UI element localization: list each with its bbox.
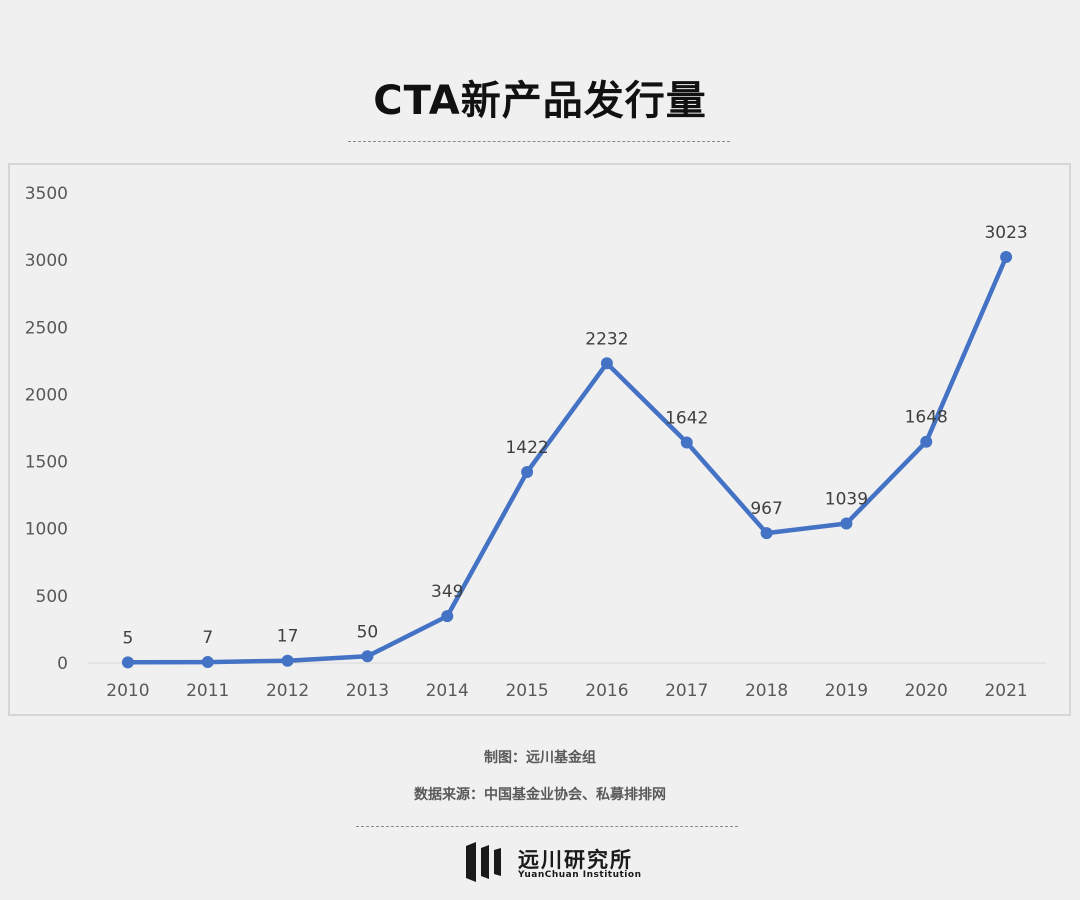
data-point [201,656,214,669]
data-label: 349 [431,582,463,602]
data-point [521,466,534,479]
data-point [760,527,773,540]
data-label: 1039 [825,489,868,509]
y-tick-label: 0 [57,654,68,674]
chart-frame: 0 500 1000 1500 2000 2500 3000 3500 2010 2011 2012… [8,163,1071,716]
y-tick-label: 3500 [25,184,68,204]
x-tick-label: 2019 [825,681,868,701]
y-tick-label: 1500 [25,453,68,473]
data-point [121,656,134,669]
y-tick-label: 2000 [25,385,68,405]
data-label: 2232 [585,329,628,349]
data-point [600,357,613,370]
footer-divider [356,826,738,827]
series-line [125,254,1009,665]
data-source-credit: 数据来源：中国基金业协会、私募排排网 [414,787,666,803]
y-tick-label: 3000 [25,251,68,271]
x-tick-label: 2012 [266,681,309,701]
brand-name-cn: 远川研究所 [518,848,633,872]
data-label: 1422 [505,438,548,458]
data-point [281,654,294,667]
brand-name-en: YuanChuan Institution [518,870,642,880]
data-point [441,610,454,623]
chart-title: CTA新产品发行量 [373,78,707,124]
x-tick-label: 2017 [665,681,708,701]
x-tick-label: 2018 [745,681,788,701]
data-label: 7 [202,628,213,648]
data-point [920,435,933,448]
data-label: 5 [123,628,134,648]
data-label: 1642 [665,409,708,429]
x-tick-label: 2015 [505,681,548,701]
data-label: 1648 [905,408,948,428]
x-tick-label: 2016 [585,681,628,701]
x-tick-label: 2021 [984,681,1027,701]
x-tick-label: 2014 [426,681,469,701]
yuanchuan-logo-icon [466,842,501,882]
x-tick-label: 2011 [186,681,229,701]
data-point [840,517,853,530]
chart-maker-credit: 制图：远川基金组 [484,750,596,766]
data-label: 967 [750,499,782,519]
data-point [361,650,374,663]
data-label: 17 [277,627,299,647]
data-point [1000,251,1013,264]
data-point [680,436,693,449]
data-label: 3023 [984,223,1027,243]
x-tick-label: 2020 [905,681,948,701]
title-divider [348,141,730,142]
y-tick-label: 2500 [25,318,68,338]
y-tick-label: 500 [36,587,68,607]
data-label: 50 [357,622,379,642]
x-tick-label: 2010 [106,681,149,701]
line-chart: 0 500 1000 1500 2000 2500 3000 3500 2010 2011 2012… [25,184,1046,701]
y-tick-label: 1000 [25,520,68,540]
x-tick-label: 2013 [346,681,389,701]
